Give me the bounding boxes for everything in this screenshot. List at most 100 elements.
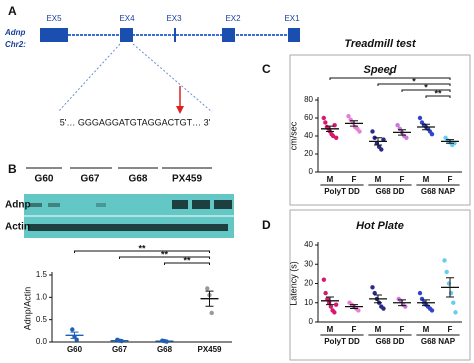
x-tick-label: F <box>400 325 405 334</box>
data-point <box>429 308 435 313</box>
data-point <box>417 290 423 296</box>
data-point <box>209 310 214 316</box>
significance-label: ** <box>434 88 442 98</box>
panel-label: C <box>262 62 271 76</box>
chart-title: Speed <box>363 64 396 76</box>
y-tick-label: 60 <box>304 113 313 122</box>
x-tick-label: M <box>423 175 430 184</box>
x-tick-label: G68 <box>157 345 173 354</box>
panel-frame <box>289 54 471 206</box>
data-point <box>357 129 362 134</box>
data-point <box>334 135 339 140</box>
data-point <box>417 115 423 121</box>
significance-bracket <box>74 250 210 253</box>
data-point <box>452 141 457 146</box>
y-tick-label: 1.5 <box>36 270 48 279</box>
panel-label: A <box>8 4 17 18</box>
y-axis-title: Adnp/Actin <box>22 287 32 331</box>
zoom-line <box>57 43 121 113</box>
group-label: G68 DD <box>376 337 405 346</box>
x-tick-label: F <box>448 325 453 334</box>
lane-label: G67 <box>81 174 100 185</box>
error-bar <box>374 137 382 146</box>
significance-label: * <box>412 76 416 86</box>
exon-label: EX5 <box>46 14 62 23</box>
significance-label: * <box>388 70 392 80</box>
bands <box>28 200 232 231</box>
x-tick-label: F <box>400 175 405 184</box>
error-bar <box>422 299 430 307</box>
data-point <box>321 277 327 282</box>
data-point <box>381 137 386 142</box>
y-tick-label: 10 <box>304 298 313 307</box>
data-point <box>419 296 425 302</box>
error-bar <box>326 296 334 306</box>
y-tick-label: 80 <box>304 95 313 104</box>
exon-label: EX4 <box>119 14 135 23</box>
panel-label: D <box>262 218 271 232</box>
y-tick-label: 0.0 <box>36 337 48 346</box>
group-label: G68 NAP <box>421 187 456 196</box>
significance-label: ** <box>183 255 191 265</box>
data-point <box>372 290 377 296</box>
data-point <box>356 308 361 313</box>
y-tick-label: 40 <box>304 131 313 140</box>
x-tick-label: F <box>352 175 357 184</box>
data-point <box>321 115 326 121</box>
cut-arrow <box>176 106 184 114</box>
y-tick-label: 30 <box>304 259 313 268</box>
x-tick-label: M <box>423 325 430 334</box>
exon <box>222 28 235 42</box>
chromosome: Chr2: <box>5 40 26 49</box>
y-tick-label: 20 <box>304 279 313 288</box>
group-label: PolyT DD <box>324 187 360 196</box>
panel-frame <box>289 209 471 361</box>
data-point <box>404 135 409 140</box>
x-tick-label: M <box>375 325 382 334</box>
x-tick-label: G67 <box>112 345 128 354</box>
group-label: G68 NAP <box>421 337 456 346</box>
data-point <box>381 306 386 311</box>
exon-label: EX3 <box>166 14 182 23</box>
chart-title: Hot Plate <box>356 220 404 232</box>
y-tick-label: 40 <box>304 240 313 249</box>
lane-label: G60 <box>35 174 54 185</box>
error-bar <box>115 339 124 342</box>
row-label: Adnp <box>5 200 31 211</box>
data-point <box>70 327 75 332</box>
data-point <box>379 147 384 152</box>
significance-bracket <box>164 262 210 265</box>
y-axis-title: Latency (s) <box>288 261 298 306</box>
error-bar <box>326 125 334 132</box>
data-point <box>453 310 458 315</box>
y-tick-label: 0 <box>309 167 314 176</box>
data-point <box>429 132 435 137</box>
significance-bracket <box>377 83 451 86</box>
exon-label: EX1 <box>284 14 300 23</box>
panel-label: B <box>8 162 17 176</box>
data-point <box>323 120 328 125</box>
error-bar <box>205 290 214 307</box>
zoom-line <box>132 43 213 113</box>
error-bar <box>422 123 430 131</box>
gene-name: Adnp <box>4 28 26 37</box>
lane-label: G68 <box>129 174 148 185</box>
y-tick-label: 0.5 <box>36 315 48 324</box>
exon <box>120 28 133 42</box>
error-bar <box>446 277 454 298</box>
data-point <box>323 290 328 296</box>
x-tick-label: F <box>448 175 453 184</box>
data-point <box>333 302 339 307</box>
x-tick-label: F <box>352 325 357 334</box>
data-point <box>332 123 337 128</box>
y-tick-label: 0 <box>309 317 314 326</box>
significance-label: ** <box>138 243 146 253</box>
data-point <box>332 310 337 315</box>
error-bar <box>446 139 454 144</box>
x-tick-label: M <box>327 325 334 334</box>
data-point <box>370 129 375 134</box>
data-point <box>403 304 408 309</box>
data-point <box>205 286 210 291</box>
error-bar <box>350 304 358 310</box>
